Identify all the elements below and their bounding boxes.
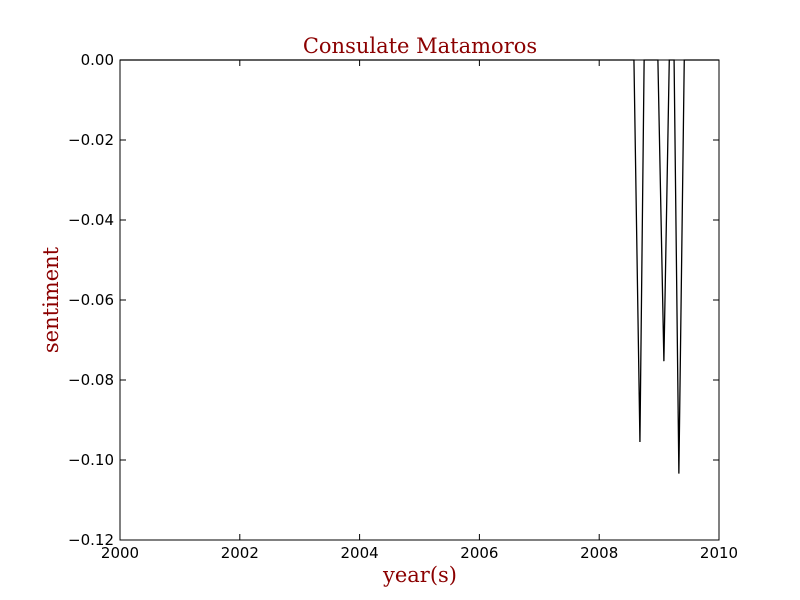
- y-tick-label: −0.08: [68, 371, 114, 389]
- y-tick-label: −0.04: [68, 211, 114, 229]
- y-tick-label: −0.02: [68, 131, 114, 149]
- y-tick-label: −0.12: [68, 531, 114, 549]
- x-tick-label: 2008: [580, 544, 618, 562]
- series-layer: [120, 59, 719, 474]
- y-tick-label: −0.10: [68, 451, 114, 469]
- x-axis-title: year(s): [382, 563, 457, 587]
- y-axis-title: sentiment: [39, 246, 63, 353]
- x-tick-label: 2006: [460, 544, 498, 562]
- chart-title: Consulate Matamoros: [303, 34, 537, 58]
- x-tick-label: 2002: [221, 544, 259, 562]
- y-tick-label: −0.06: [68, 291, 114, 309]
- x-tick-label: 2000: [101, 544, 139, 562]
- axis-ticks: 2000 2002 2004 2006 2008 2010 0.00 −0.02 −0.04 −0…: [68, 51, 738, 562]
- x-tick-label: 2010: [700, 544, 738, 562]
- x-tick-label: 2004: [341, 544, 379, 562]
- sentiment-series-line: [120, 59, 719, 474]
- plot-area-frame: [119, 59, 720, 541]
- y-tick-label: 0.00: [81, 51, 114, 69]
